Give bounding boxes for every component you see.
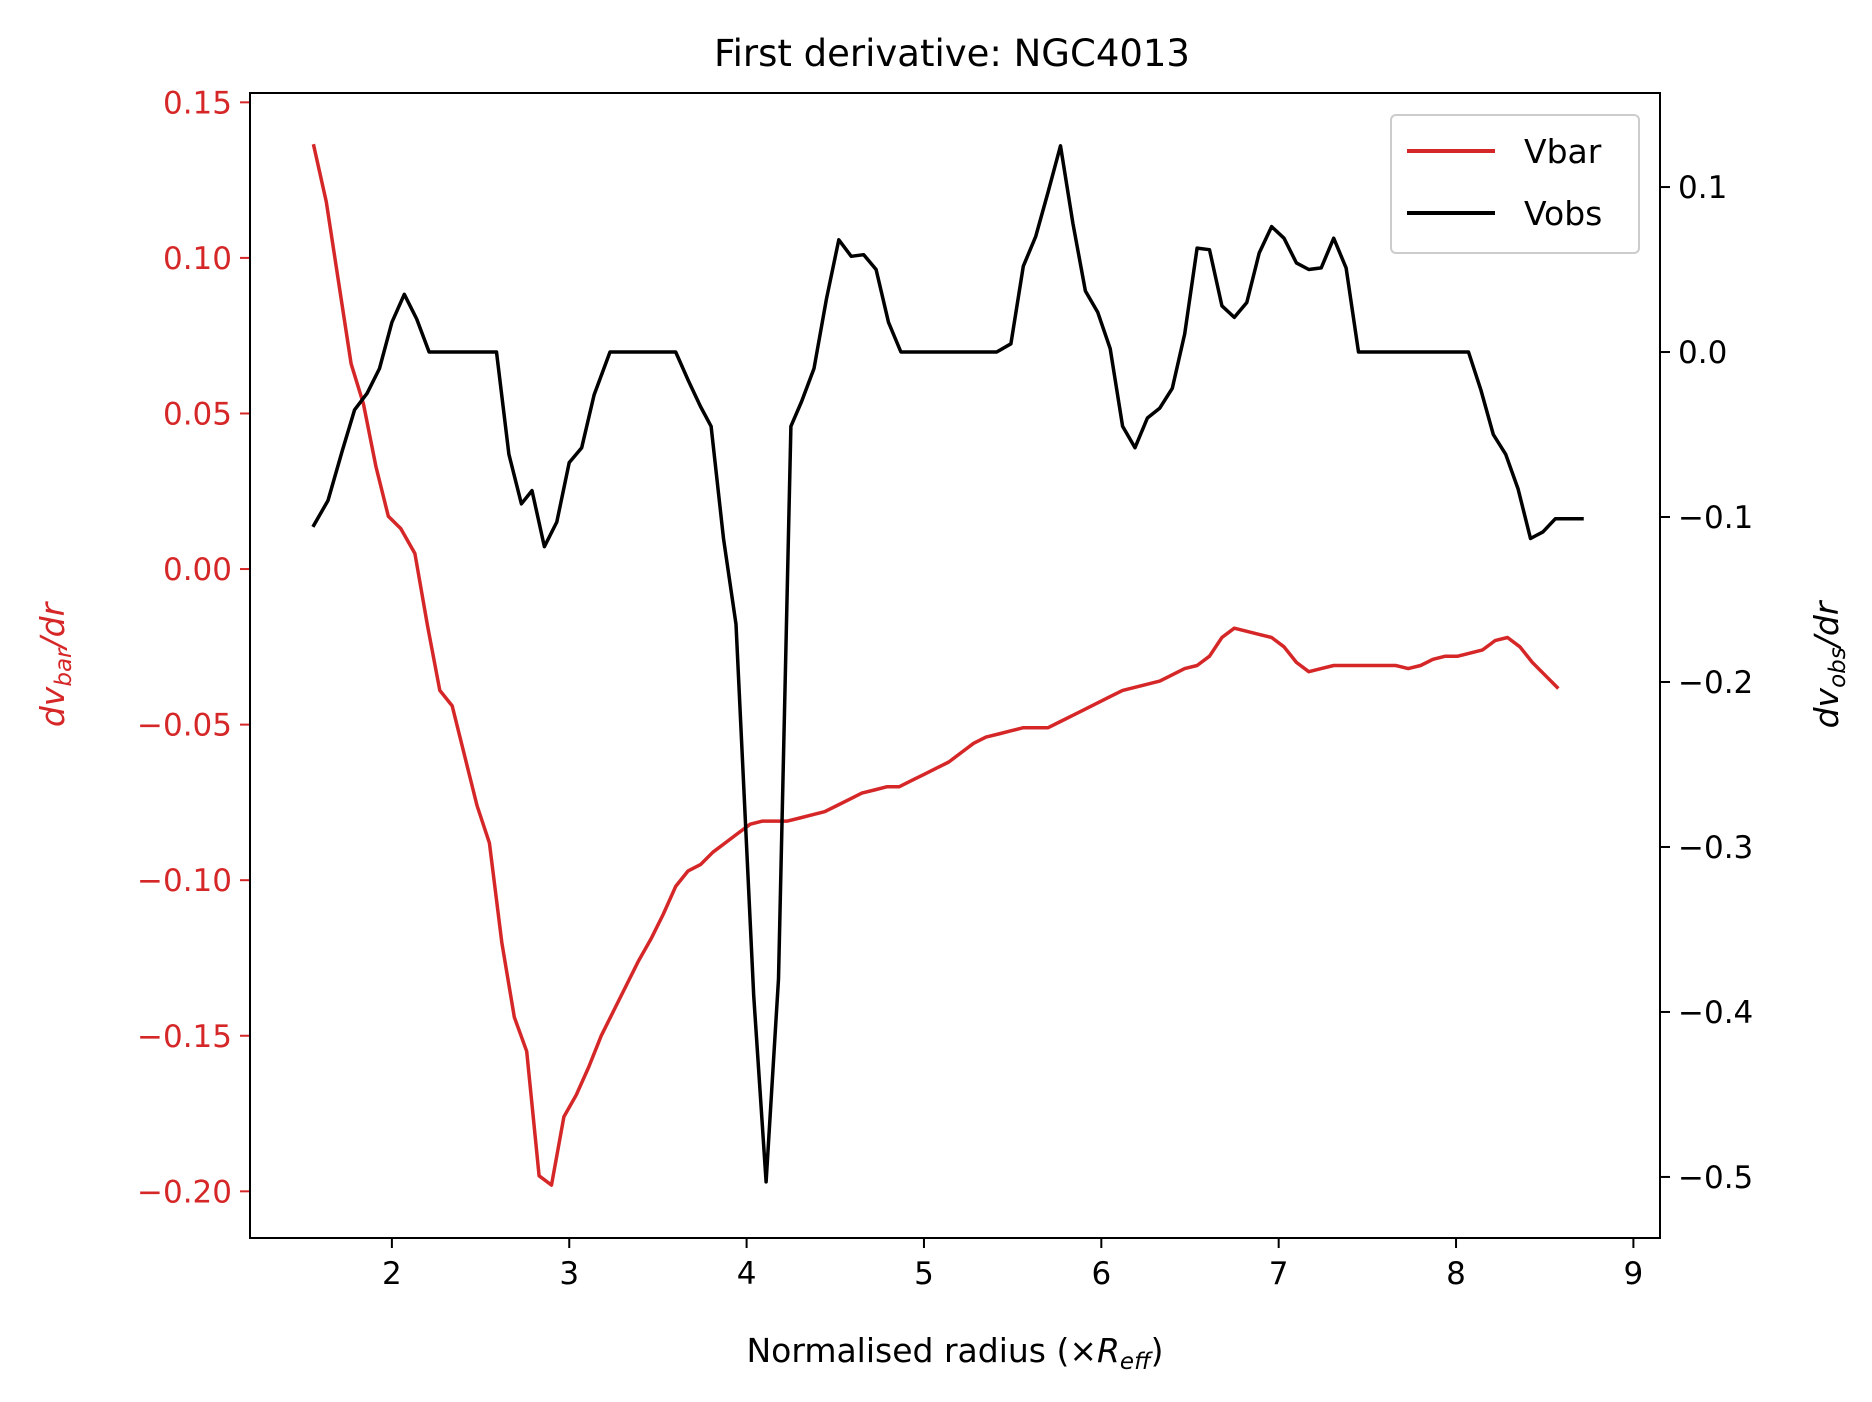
right-y-tick-label: −0.1 [1678,500,1753,536]
left-y-label-main: dv [33,686,72,727]
left-y-tick-label: 0.00 [163,552,232,588]
x-tick-label: 5 [914,1256,934,1292]
x-axis-label-subscript: eff [1120,1349,1153,1375]
series-line-vobs [311,144,1584,1184]
left-y-tick-label: −0.10 [137,863,232,899]
right-y-tick-label: −0.5 [1678,1160,1753,1196]
x-tick-label: 4 [737,1256,757,1292]
left-y-tick-label: −0.05 [137,708,232,744]
left-y-tick-label: 0.10 [163,241,232,277]
left-y-axis-label: dvbar/dr [33,600,77,727]
x-tick-label: 7 [1269,1256,1289,1292]
right-y-label-main: dv [1807,687,1846,728]
left-y-label-sub: bar [51,647,77,687]
series-line-vbar [311,143,1560,1187]
legend-label-vobs: Vobs [1524,194,1602,233]
x-axis-label: Normalised radius (×Reff) [746,1331,1163,1375]
x-axis-label-close: ) [1151,1331,1164,1370]
left-y-tick-label: 0.05 [163,396,232,432]
x-tick-label: 9 [1624,1256,1644,1292]
legend-label-vbar: Vbar [1524,132,1602,171]
x-tick-label: 6 [1091,1256,1111,1292]
x-axis-label-text: Normalised radius (× [746,1331,1097,1370]
chart-title: First derivative: NGC4013 [714,32,1190,75]
left-y-tick-label: 0.15 [163,85,232,121]
right-y-tick-label: 0.0 [1678,335,1727,371]
x-axis-label-symbol: R [1097,1331,1120,1370]
x-tick-label: 2 [382,1256,402,1292]
right-y-tick-label: −0.4 [1678,995,1753,1031]
left-y-tick-label: −0.15 [137,1019,232,1055]
right-y-axis-label: dvobs/dr [1807,599,1851,728]
right-y-label-sub: obs [1825,647,1851,688]
right-y-label-tail: /dr [1807,599,1846,650]
x-tick-label: 8 [1446,1256,1466,1292]
legend: Vbar Vobs [1390,114,1640,254]
left-y-label-tail: /dr [33,600,72,651]
left-y-tick-label: −0.20 [137,1174,232,1210]
x-tick-label: 3 [559,1256,579,1292]
right-y-tick-label: 0.1 [1678,170,1727,206]
right-y-tick-label: −0.2 [1678,665,1753,701]
right-y-tick-label: −0.3 [1678,830,1753,866]
ticks-layer: 2 3 4 5 6 7 8 9 0.15 0.10 0.05 0.00 −0.05 −0.10 −0.15 −… [137,85,1753,1292]
series-layer [311,143,1584,1187]
plot-frame [249,92,1661,1239]
